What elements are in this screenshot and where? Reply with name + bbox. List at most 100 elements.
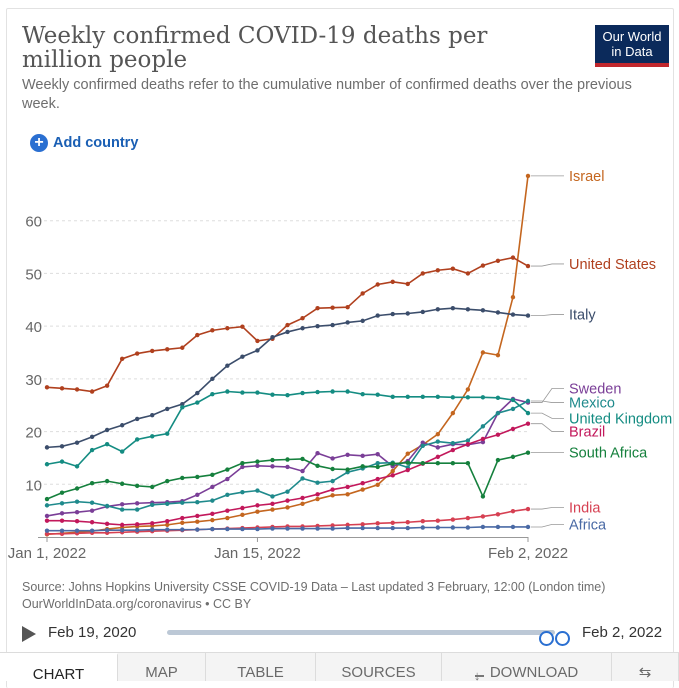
data-point xyxy=(495,395,501,401)
data-point xyxy=(510,508,516,514)
data-point xyxy=(375,461,380,466)
data-point xyxy=(270,392,275,397)
data-point xyxy=(330,466,335,472)
series-layer xyxy=(44,173,531,537)
data-point xyxy=(165,522,170,528)
series-end-label: Africa xyxy=(569,517,607,533)
tab-chart[interactable]: CHART xyxy=(0,653,118,681)
data-point xyxy=(405,467,410,473)
y-tick-label: 60 xyxy=(25,214,42,231)
data-point xyxy=(315,306,320,311)
data-point xyxy=(225,467,230,472)
data-point xyxy=(255,348,260,353)
data-point xyxy=(59,444,65,449)
timeline-track[interactable] xyxy=(167,630,570,646)
data-point xyxy=(375,525,380,531)
data-point xyxy=(525,173,531,179)
data-point xyxy=(210,526,215,532)
data-point xyxy=(465,271,471,276)
data-point xyxy=(285,489,290,494)
data-point xyxy=(134,527,140,533)
play-icon[interactable] xyxy=(22,626,36,642)
data-point xyxy=(255,459,260,464)
data-point xyxy=(180,345,185,350)
data-point xyxy=(300,526,305,531)
data-point xyxy=(119,522,125,528)
data-point xyxy=(150,348,155,354)
tab-map[interactable]: MAP xyxy=(118,653,206,681)
data-point xyxy=(89,508,95,513)
data-point xyxy=(525,410,531,416)
grid-layer: 10 20 30 40 50 60 Jan 1, 2022 Jan 15, 2022 Feb 2… xyxy=(8,214,568,562)
data-point xyxy=(150,527,155,532)
data-point xyxy=(59,511,65,516)
data-point xyxy=(270,457,275,463)
data-point xyxy=(270,335,275,340)
data-point xyxy=(450,440,456,446)
data-point xyxy=(300,468,305,474)
data-point xyxy=(270,464,275,469)
timeline-start-handle[interactable] xyxy=(539,631,554,646)
y-tick-label: 10 xyxy=(25,477,42,494)
data-point xyxy=(300,476,305,481)
data-point xyxy=(119,481,125,486)
data-point xyxy=(240,526,245,532)
data-point xyxy=(450,447,456,453)
download-icon xyxy=(474,656,484,681)
data-point xyxy=(525,313,531,318)
data-point xyxy=(74,486,80,491)
data-point xyxy=(375,476,380,482)
tab-chart-label: CHART xyxy=(32,666,85,681)
tab-download[interactable]: DOWNLOAD xyxy=(442,653,612,681)
source-url[interactable]: OurWorldInData.org/coronavirus • CC BY xyxy=(22,597,252,611)
data-point xyxy=(44,385,50,390)
timeline: Feb 19, 2020 Feb 2, 2022 xyxy=(22,622,672,646)
add-country-button[interactable]: + Add country xyxy=(30,134,138,152)
data-point xyxy=(255,463,260,469)
data-point xyxy=(119,423,125,428)
tab-sources[interactable]: SOURCES xyxy=(316,653,442,681)
data-point xyxy=(315,463,320,469)
tab-table-label: TABLE xyxy=(237,664,284,681)
data-point xyxy=(420,394,425,399)
tab-table[interactable]: TABLE xyxy=(206,653,316,681)
data-point xyxy=(330,322,335,328)
data-point xyxy=(450,461,456,466)
label-leader xyxy=(531,314,564,317)
data-point xyxy=(270,526,275,531)
data-point xyxy=(225,515,230,521)
data-point xyxy=(270,494,275,499)
label-layer: Israel United States Italy SwedenMexicoUnit… xyxy=(531,169,672,533)
data-point xyxy=(180,520,185,525)
tab-share[interactable]: ⇆ xyxy=(612,653,679,681)
owid-logo[interactable]: Our World in Data xyxy=(595,25,669,67)
data-point xyxy=(59,501,65,506)
data-point xyxy=(330,389,335,394)
data-point xyxy=(195,492,200,498)
data-point xyxy=(525,506,531,512)
data-point xyxy=(225,492,230,498)
y-tick-label: 20 xyxy=(25,425,42,442)
data-point xyxy=(405,311,410,316)
line-chart[interactable]: 10 20 30 40 50 60 Jan 1, 2022 Jan 15, 2022 Feb 2… xyxy=(0,160,679,572)
data-point xyxy=(495,457,501,463)
chart-title: Weekly confirmed COVID-19 deaths per mil… xyxy=(22,23,488,73)
data-point xyxy=(375,282,380,287)
data-point xyxy=(44,496,50,502)
timeline-end-handle[interactable] xyxy=(555,631,570,646)
data-point xyxy=(270,501,275,506)
chart-frame xyxy=(6,8,674,688)
data-point xyxy=(285,526,290,531)
data-point xyxy=(510,397,516,403)
data-point xyxy=(165,501,170,506)
data-point xyxy=(495,432,501,437)
series-end-label: India xyxy=(569,500,601,516)
data-point xyxy=(210,328,215,333)
data-point xyxy=(435,307,441,312)
data-point xyxy=(360,481,365,486)
data-point xyxy=(89,481,95,486)
data-point xyxy=(390,473,395,478)
data-point xyxy=(405,451,410,456)
data-point xyxy=(195,400,200,405)
data-point xyxy=(225,363,230,368)
